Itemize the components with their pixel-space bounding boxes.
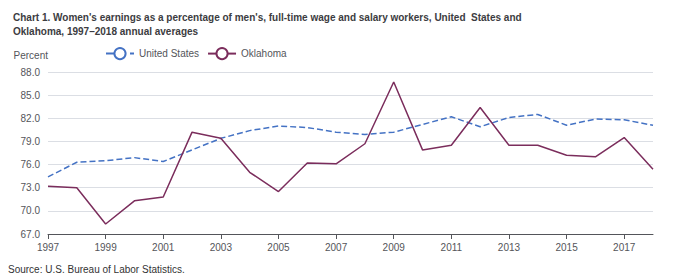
svg-text:2017: 2017 bbox=[613, 242, 636, 253]
svg-text:Percent: Percent bbox=[14, 50, 49, 61]
svg-text:2001: 2001 bbox=[152, 242, 175, 253]
svg-text:73.0: 73.0 bbox=[21, 182, 41, 193]
svg-text:1999: 1999 bbox=[94, 242, 117, 253]
svg-text:2005: 2005 bbox=[267, 242, 290, 253]
svg-text:2011: 2011 bbox=[441, 242, 463, 253]
svg-text:Chart 1. Women's earnings as a: Chart 1. Women's earnings as a percentag… bbox=[13, 12, 522, 23]
svg-text:Oklahoma, 1997–2018 annual ave: Oklahoma, 1997–2018 annual averages bbox=[13, 26, 199, 37]
svg-text:79.0: 79.0 bbox=[21, 136, 41, 147]
svg-text:2009: 2009 bbox=[383, 242, 406, 253]
svg-text:2007: 2007 bbox=[325, 242, 348, 253]
svg-text:76.0: 76.0 bbox=[21, 159, 41, 170]
svg-text:85.0: 85.0 bbox=[21, 90, 41, 101]
svg-text:Oklahoma: Oklahoma bbox=[241, 48, 287, 59]
svg-text:Source: U.S. Bureau of Labor S: Source: U.S. Bureau of Labor Statistics. bbox=[8, 264, 185, 275]
svg-text:2013: 2013 bbox=[498, 242, 521, 253]
svg-text:2003: 2003 bbox=[210, 242, 233, 253]
svg-text:88.0: 88.0 bbox=[21, 67, 41, 78]
svg-text:2015: 2015 bbox=[555, 242, 578, 253]
svg-text:67.0: 67.0 bbox=[21, 229, 41, 240]
svg-text:United States: United States bbox=[139, 48, 199, 59]
svg-text:1997: 1997 bbox=[37, 242, 60, 253]
svg-text:70.0: 70.0 bbox=[21, 205, 41, 216]
svg-text:82.0: 82.0 bbox=[21, 113, 41, 124]
